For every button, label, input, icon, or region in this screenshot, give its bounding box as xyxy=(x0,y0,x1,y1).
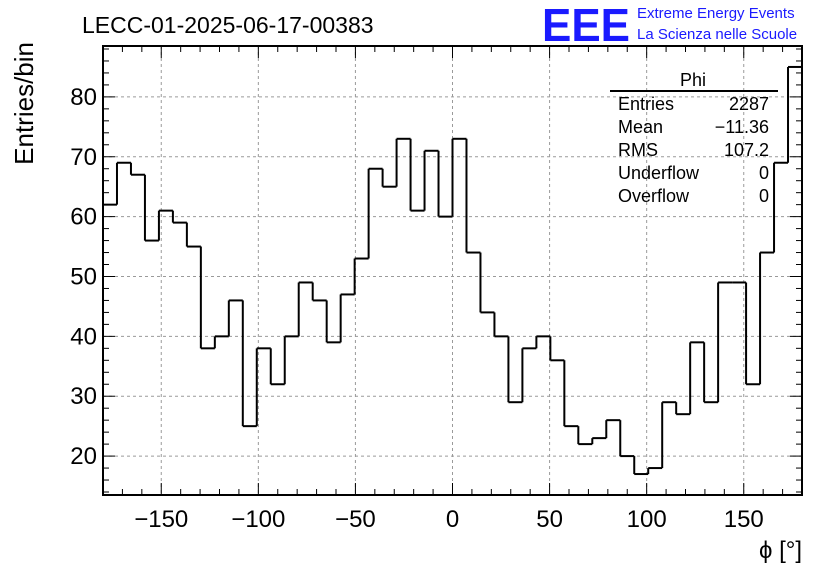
y-tick-label: 60 xyxy=(70,204,97,231)
logo-line-1: Extreme Energy Events xyxy=(637,5,795,22)
axis-layer: −150 −100 −50 0 50 100 150 20 30 40 50 60 70 80 xyxy=(70,46,803,533)
x-tick-label: −100 xyxy=(231,506,285,533)
y-tick-label: 80 xyxy=(70,84,97,111)
stats-row-label: Entries xyxy=(618,94,674,114)
stats-row-value: −11.36 xyxy=(715,117,769,137)
logo-line-2: La Scienza nelle Scuole xyxy=(637,26,797,43)
x-axis-label: ϕ [°] xyxy=(759,537,802,564)
grid-layer xyxy=(103,46,802,495)
y-tick-label: 70 xyxy=(70,144,97,171)
eee-logo: EEE Extreme Energy Events La Scienza nel… xyxy=(542,0,797,51)
stats-row-label: Underflow xyxy=(618,163,700,183)
stats-row-value: 107.2 xyxy=(724,140,769,160)
stats-row-label: Mean xyxy=(618,117,663,137)
x-tick-label: 50 xyxy=(536,506,563,533)
chart-title: LECC-01-2025-06-17-00383 xyxy=(82,12,374,38)
stats-row-label: RMS xyxy=(618,140,658,160)
x-tick-label: 0 xyxy=(446,506,459,533)
stats-box: Phi Entries 2287 Mean −11.36 RMS 107.2 Underfl… xyxy=(610,70,778,206)
y-tick-label: 50 xyxy=(70,263,97,290)
x-tick-label: 150 xyxy=(724,506,764,533)
x-tick-label: −50 xyxy=(335,506,376,533)
y-axis-label: Entries/bin xyxy=(9,42,39,165)
stats-title: Phi xyxy=(680,70,706,90)
histogram-series xyxy=(103,65,802,476)
stats-row-label: Overflow xyxy=(618,186,690,206)
y-tick-label: 40 xyxy=(70,323,97,350)
stats-row-value: 0 xyxy=(759,186,769,206)
x-tick-label: −150 xyxy=(134,506,188,533)
stats-row-value: 2287 xyxy=(729,94,769,114)
stats-row-value: 0 xyxy=(759,163,769,183)
y-tick-label: 20 xyxy=(70,443,97,470)
logo-mark: EEE xyxy=(542,0,630,51)
y-tick-label: 30 xyxy=(70,383,97,410)
x-tick-label: 100 xyxy=(627,506,667,533)
